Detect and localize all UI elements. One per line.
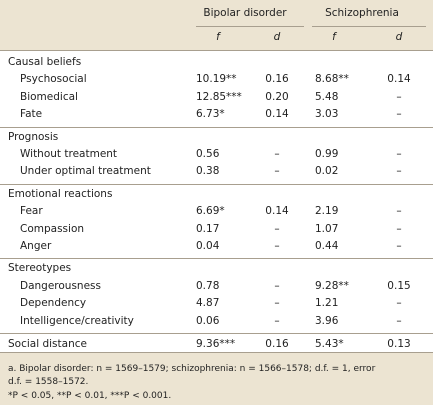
- cell: 0.14: [265, 108, 289, 121]
- section-title: Causal beliefs: [8, 56, 82, 68]
- column-header: f: [332, 31, 336, 43]
- cell: 6.69*: [196, 205, 225, 218]
- cell: 0.14: [387, 73, 411, 86]
- rule: [0, 126, 433, 128]
- cell: 0.99: [315, 148, 339, 160]
- cell: 3.03: [315, 108, 339, 121]
- cell: 0.56: [196, 148, 220, 160]
- row-label: Anger: [20, 240, 52, 252]
- cell: 8.68**: [315, 73, 349, 86]
- cell: 0.17: [196, 222, 220, 235]
- row-label: Dependency: [20, 297, 87, 310]
- cell: 12.85***: [196, 90, 242, 103]
- footnote: *P < 0.05, **P < 0.01, ***P < 0.001.: [8, 391, 172, 401]
- footnote-band: [0, 352, 433, 405]
- rule: [196, 26, 304, 27]
- cell: –: [396, 108, 402, 121]
- cell: –: [396, 240, 402, 252]
- cell: –: [274, 222, 280, 235]
- rule: [0, 183, 433, 185]
- cell: 0.38: [196, 165, 220, 178]
- row-label: Biomedical: [20, 90, 78, 103]
- rule: [0, 50, 433, 51]
- row-label: Intelligence/creativity: [20, 314, 134, 327]
- cell: 3.96: [315, 314, 339, 327]
- cell: –: [274, 297, 280, 310]
- cell: –: [396, 148, 402, 160]
- cell: –: [274, 314, 280, 327]
- cell: 9.36***: [196, 338, 236, 350]
- cell: –: [396, 314, 402, 327]
- rule: [0, 333, 433, 334]
- group-header: Schizophrenia: [325, 7, 399, 19]
- cell: –: [396, 205, 402, 218]
- cell: –: [396, 90, 402, 103]
- row-label: Dangerousness: [20, 279, 101, 292]
- cell: 0.78: [196, 279, 220, 292]
- cell: –: [396, 165, 402, 178]
- row-label: Social distance: [8, 338, 87, 350]
- cell: 0.20: [265, 90, 289, 103]
- cell: 6.73*: [196, 108, 225, 121]
- cell: 0.14: [265, 205, 289, 218]
- cell: 0.04: [196, 240, 220, 252]
- footnote: d.f. = 1558–1572.: [8, 377, 89, 387]
- rule: [0, 352, 433, 353]
- row-label: Compassion: [20, 222, 85, 235]
- column-header: d: [395, 31, 403, 43]
- section-title: Prognosis: [8, 130, 59, 143]
- group-header: Bipolar disorder: [203, 7, 287, 19]
- cell: 1.21: [315, 297, 339, 310]
- cell: 0.13: [387, 338, 411, 350]
- cell: 9.28**: [315, 279, 349, 292]
- column-header: d: [273, 31, 281, 43]
- cell: 1.07: [315, 222, 339, 235]
- row-label: Under optimal treatment: [20, 165, 151, 178]
- row-label: Without treatment: [20, 148, 118, 160]
- cell: –: [396, 222, 402, 235]
- row-label: Psychosocial: [20, 73, 87, 86]
- cell: 10.19**: [196, 73, 237, 86]
- section-title: Emotional reactions: [8, 187, 113, 200]
- cell: 2.19: [315, 205, 339, 218]
- row-label: Fear: [20, 205, 43, 218]
- cell: 0.15: [387, 279, 411, 292]
- cell: 0.44: [315, 240, 339, 252]
- cell: 0.16: [265, 338, 289, 350]
- cell: –: [396, 297, 402, 310]
- cell: 5.48: [315, 90, 339, 103]
- section-title: Stereotypes: [8, 262, 72, 275]
- cell: 5.43*: [315, 338, 344, 350]
- rule: [312, 26, 426, 27]
- header-band: [0, 0, 433, 50]
- cell: –: [274, 148, 280, 160]
- row-label: Fate: [20, 108, 43, 121]
- cell: 4.87: [196, 297, 220, 310]
- cell: 0.02: [315, 165, 339, 178]
- cell: –: [274, 279, 280, 292]
- cell: –: [274, 240, 280, 252]
- cell: 0.06: [196, 314, 220, 327]
- column-header: f: [216, 31, 220, 43]
- rule: [0, 258, 433, 260]
- footnote: a. Bipolar disorder: n = 1569–1579; schi…: [8, 364, 376, 374]
- cell: 0.16: [265, 73, 289, 86]
- cell: –: [274, 165, 280, 178]
